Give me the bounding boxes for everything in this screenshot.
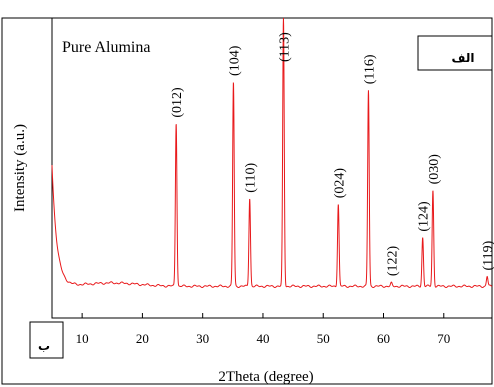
peak-label: (124)	[417, 201, 432, 232]
x-tick-label: 40	[256, 331, 269, 346]
x-tick-label: 20	[136, 331, 149, 346]
annotation-label-bottom-left: ب	[38, 339, 50, 353]
outer-frame	[1, 17, 493, 385]
x-tick-label: 60	[377, 331, 390, 346]
peak-label: (110)	[244, 163, 259, 193]
annotation-label-top-right: الف	[452, 51, 475, 65]
peak-label: (024)	[332, 168, 347, 199]
annotation-box-bottom-left	[29, 321, 64, 359]
peak-label: (122)	[385, 245, 400, 276]
series-line	[51, 17, 493, 289]
peak-labels: (012) (104) (110) (113) (024) (116) (122) (124)…	[170, 32, 494, 276]
peak-label: (030)	[427, 154, 442, 185]
x-tick-label: 70	[437, 331, 450, 346]
y-axis-label: Intensity (a.u.)	[12, 124, 28, 212]
peak-label: (116)	[362, 54, 377, 84]
peak-label: (012)	[170, 87, 185, 118]
x-axis-label: 2Theta (degree)	[218, 369, 313, 385]
x-tick-label: 50	[317, 331, 330, 346]
x-axis-ticks: 10 20 30 40 50 60 70	[76, 313, 450, 346]
peak-label: (119)	[481, 240, 494, 270]
x-tick-label: 10	[76, 331, 89, 346]
peak-label: (104)	[227, 45, 242, 76]
annotation-box-top-right	[417, 35, 493, 71]
x-tick-label: 30	[196, 331, 209, 346]
peak-label: (113)	[277, 32, 292, 62]
chart-title: Pure Alumina	[62, 39, 150, 56]
